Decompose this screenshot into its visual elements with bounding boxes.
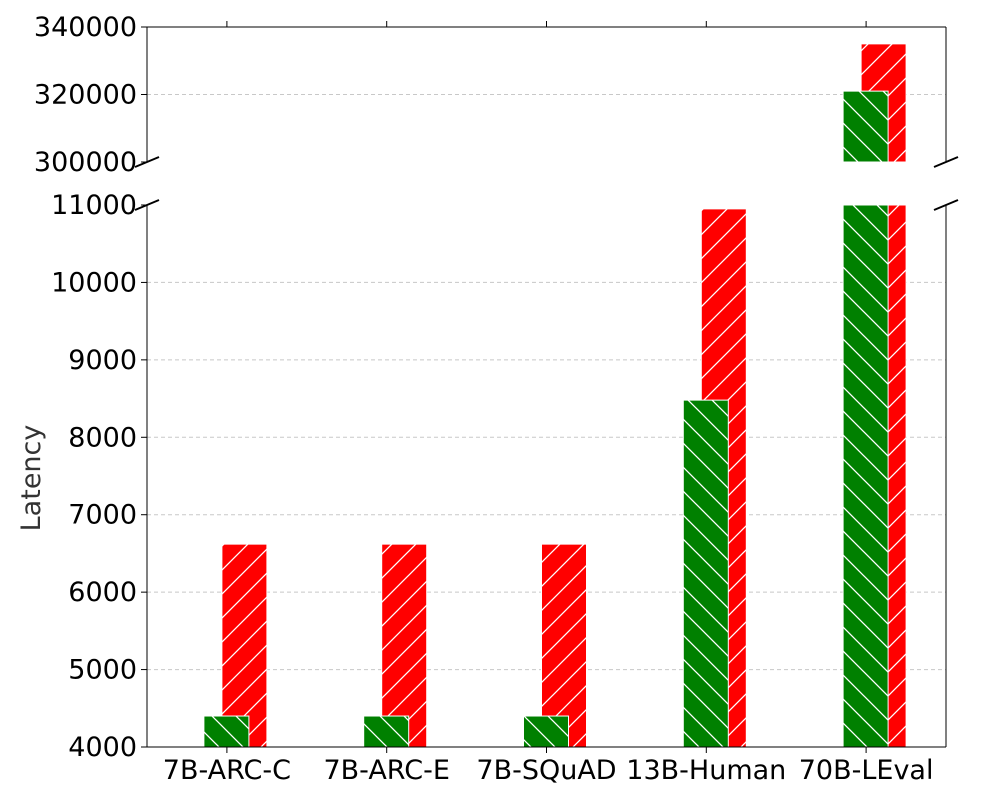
bar-hatch xyxy=(221,543,268,748)
y-tick-label: 5000 xyxy=(68,655,137,686)
break-mark xyxy=(134,156,160,168)
upper-bars xyxy=(842,43,907,163)
bar-hatch xyxy=(523,715,569,748)
x-tick-label: 7B-ARC-C xyxy=(163,755,291,786)
lower-y-ticks: 4000 5000 6000 7000 8000 9000 10000 11000 xyxy=(51,190,147,763)
break-mark xyxy=(933,156,959,168)
axis-break-marks xyxy=(134,156,959,211)
y-tick-label: 4000 xyxy=(68,732,137,763)
y-tick-label: 11000 xyxy=(51,190,137,221)
x-tick-label: 7B-SQuAD xyxy=(476,755,616,786)
y-tick-label: 10000 xyxy=(51,267,137,298)
lower-panel: 4000 5000 6000 7000 8000 9000 10000 11000 7B-AR… xyxy=(51,190,947,786)
bar-hatch xyxy=(682,399,729,748)
bar-hatch xyxy=(842,90,889,163)
y-tick-label: 9000 xyxy=(68,345,137,376)
x-tick-label: 70B-LEval xyxy=(799,755,934,786)
y-tick-label: 340000 xyxy=(34,12,137,43)
break-mark xyxy=(134,199,160,211)
y-tick-label: 300000 xyxy=(34,147,137,178)
y-axis-label: Latency xyxy=(16,425,47,532)
lower-bars xyxy=(203,204,907,748)
bar-hatch xyxy=(541,543,587,748)
upper-y-ticks: 300000 320000 340000 xyxy=(34,12,147,178)
bar-hatch xyxy=(363,715,410,748)
bar-hatch xyxy=(381,543,428,748)
y-tick-label: 7000 xyxy=(68,500,137,531)
bar-hatch xyxy=(203,715,250,748)
x-tick-labels: 7B-ARC-C 7B-ARC-E 7B-SQuAD 13B-Human 70B-LEv… xyxy=(163,747,934,786)
upper-panel: 300000 320000 340000 xyxy=(34,12,947,178)
y-tick-label: 8000 xyxy=(68,422,137,453)
y-tick-label: 320000 xyxy=(34,80,137,111)
x-tick-label: 7B-ARC-E xyxy=(323,755,449,786)
upper-axes-frame xyxy=(146,21,947,162)
bar-hatch xyxy=(842,204,889,748)
x-tick-label: 13B-Human xyxy=(626,755,786,786)
break-mark xyxy=(933,199,959,211)
y-tick-label: 6000 xyxy=(68,577,137,608)
